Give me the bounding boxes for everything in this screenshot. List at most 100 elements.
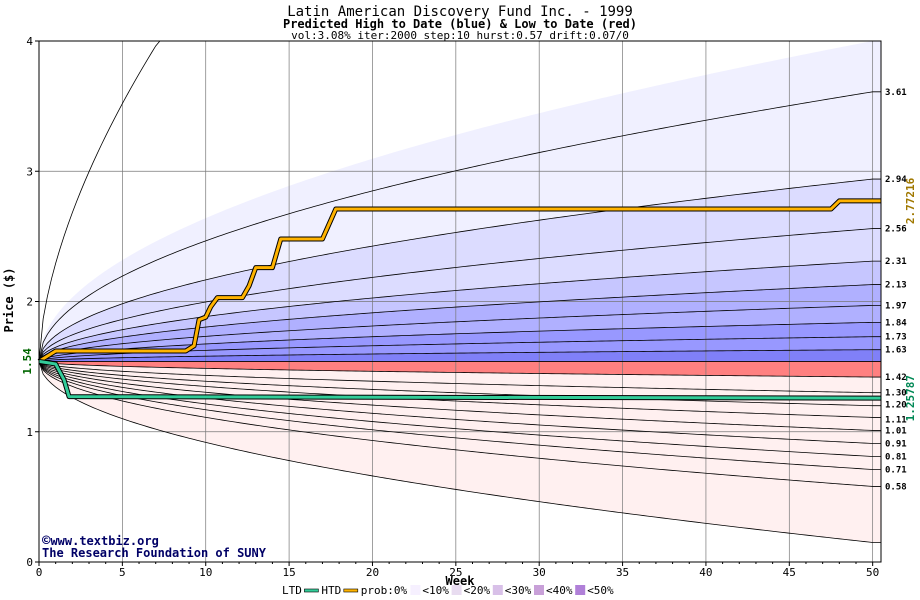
percentile-label: 3.61 xyxy=(885,88,907,98)
percentile-contour xyxy=(38,361,881,394)
legend-band-swatch xyxy=(534,585,544,595)
y-tick-label: 4 xyxy=(26,35,33,48)
percentile-contour xyxy=(38,305,881,362)
percentile-label: 1.11 xyxy=(885,415,907,425)
percentile-contours xyxy=(38,40,881,543)
x-tick-label: 20 xyxy=(366,566,379,579)
legend-band-swatch xyxy=(451,585,462,595)
percentile-label: 2.13 xyxy=(885,281,907,291)
percentile-label: 0.71 xyxy=(885,466,907,476)
percentile-label: 1.84 xyxy=(885,318,907,328)
y-axis-label: Price ($) xyxy=(2,267,16,332)
legend-htd-swatch xyxy=(343,588,359,593)
band-upper-4 xyxy=(39,284,881,362)
y-tick-label: 1 xyxy=(26,426,33,439)
htd-line xyxy=(38,199,881,363)
percentile-label: 1.20 xyxy=(885,401,907,411)
legend-band-swatch xyxy=(410,585,421,595)
ltd-line xyxy=(38,359,882,400)
percentile-label: 1.73 xyxy=(885,333,907,343)
y-tick-label: 2 xyxy=(26,296,33,309)
legend-band-label: <20% xyxy=(464,584,491,597)
legend: LTD HTD prob:0% <10% <20% <30% <40% <50% xyxy=(282,584,614,597)
x-tick-label: 30 xyxy=(533,566,546,579)
copyright-symbol: © xyxy=(42,533,51,549)
legend-htd-label: HTD xyxy=(321,584,341,597)
axes: 0 5 10 15 20 25 30 35 40 45 50 0 1 2 3 4 1.54 xyxy=(21,35,882,579)
probability-bands xyxy=(39,41,881,543)
x-tick-label: 40 xyxy=(699,566,712,579)
x-tick-label: 25 xyxy=(449,566,462,579)
chart-header: Latin American Discovery Fund Inc. - 199… xyxy=(283,4,637,42)
percentile-contour xyxy=(38,361,881,543)
band-upper-6 xyxy=(39,228,881,362)
credit-site-url: www.textbiz.org xyxy=(50,534,158,548)
percentile-contour xyxy=(38,178,881,362)
x-tick-label: 5 xyxy=(119,566,126,579)
legend-band-label: <10% xyxy=(422,584,449,597)
percentile-label: 2.94 xyxy=(885,175,907,185)
x-tick-label: 50 xyxy=(866,566,879,579)
band-lower-9 xyxy=(39,361,881,543)
percentile-label: 0.58 xyxy=(885,482,907,492)
percentile-label: 1.42 xyxy=(885,373,907,383)
grid-lines xyxy=(39,41,881,562)
percentile-label: 1.30 xyxy=(885,389,907,399)
credits: ©www.textbiz.org The Research Foundation… xyxy=(42,533,267,560)
x-tick-label: 15 xyxy=(282,566,295,579)
x-tick-label: 0 xyxy=(36,566,43,579)
percentile-label: 1.63 xyxy=(885,346,907,356)
percentile-label: 1.97 xyxy=(885,301,907,311)
y-tick-label: 0 xyxy=(26,556,33,569)
legend-ltd-label: LTD xyxy=(282,584,302,597)
percentile-label: 2.31 xyxy=(885,257,907,267)
percentile-contour xyxy=(38,361,881,457)
htd-final-label: 2.77216 xyxy=(904,177,917,224)
percentile-contour xyxy=(38,91,881,362)
ltd-final-label: 1.25787 xyxy=(904,375,917,421)
percentile-contour xyxy=(38,361,881,407)
percentile-label: 2.56 xyxy=(885,225,907,235)
chart-subtitle: Predicted High to Date (blue) & Low to D… xyxy=(283,17,637,31)
band-upper-2 xyxy=(39,322,881,362)
band-upper-5 xyxy=(39,261,881,362)
percentile-label: 1.01 xyxy=(885,426,907,436)
series-lines xyxy=(37,198,882,401)
chart-title: Latin American Discovery Fund Inc. - 199… xyxy=(287,4,633,20)
percentile-contour xyxy=(38,228,881,362)
x-tick-label: 10 xyxy=(199,566,212,579)
percentile-contour xyxy=(38,284,881,362)
x-axis-label: Week xyxy=(446,574,476,588)
percentile-contour xyxy=(38,260,881,362)
percentile-contour xyxy=(38,361,881,378)
percentile-contour xyxy=(38,321,881,362)
legend-band-swatch xyxy=(492,585,503,595)
credit-org: The Research Foundation of SUNY xyxy=(42,546,267,560)
band-upper-9 xyxy=(39,41,881,362)
percentile-contour xyxy=(38,361,881,431)
percentile-contour xyxy=(38,349,881,362)
legend-prob-label: prob:0% xyxy=(361,584,408,597)
y-tick-label: 3 xyxy=(26,165,33,178)
band-upper-7 xyxy=(39,179,881,362)
chart-parameters: vol:3.08% iter:2000 step:10 hurst:0.57 d… xyxy=(291,29,629,42)
band-upper-8 xyxy=(39,91,881,362)
legend-band-label: <50% xyxy=(587,584,614,597)
percentile-labels: 3.61 2.94 2.56 2.31 2.13 1.97 1.84 1.73 1.63 1.42… xyxy=(885,88,917,493)
percentile-label: 0.81 xyxy=(885,452,907,462)
credit-site: ©www.textbiz.org xyxy=(42,533,159,549)
start-price-label: 1.54 xyxy=(21,348,34,375)
percentile-contour xyxy=(38,361,881,470)
percentile-label: 0.91 xyxy=(885,439,907,449)
x-tick-label: 45 xyxy=(783,566,796,579)
legend-band-swatch xyxy=(575,585,586,595)
percentile-contour xyxy=(38,40,881,362)
percentile-contour xyxy=(38,361,881,418)
x-tick-label: 35 xyxy=(616,566,629,579)
band-upper-0 xyxy=(39,349,881,362)
percentile-contour xyxy=(38,361,881,487)
legend-ltd-swatch xyxy=(304,588,319,593)
legend-band-label: <40% xyxy=(546,584,573,597)
legend-band-label: <30% xyxy=(505,584,532,597)
